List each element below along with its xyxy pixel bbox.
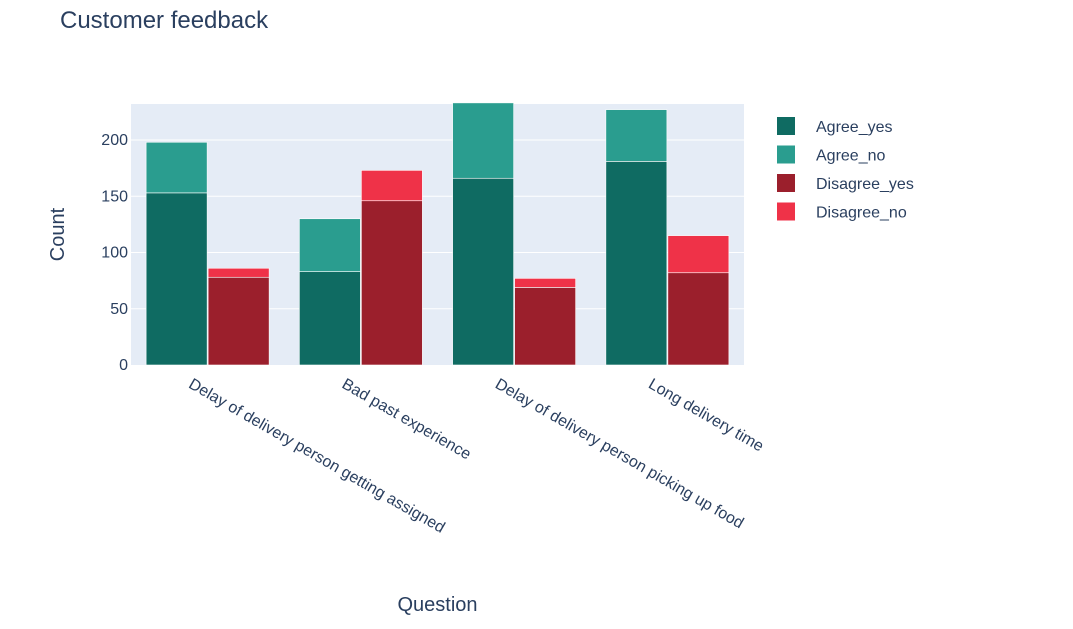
bar-disagree-no xyxy=(207,267,270,278)
bar-agree-yes xyxy=(299,271,361,366)
bar-agree-yes xyxy=(452,177,514,366)
y-tick-label: 50 xyxy=(110,301,128,318)
x-tick-labels: Delay of delivery person getting assigne… xyxy=(186,376,767,537)
legend-swatch xyxy=(777,202,795,221)
y-axis-title: Count xyxy=(47,207,69,261)
chart-title: Customer feedback xyxy=(60,7,269,34)
x-tick-label: Delay of delivery person getting assigne… xyxy=(186,376,448,537)
x-tick-label: Long delivery time xyxy=(645,376,766,456)
x-axis-title: Question xyxy=(397,594,477,616)
x-tick-label: Bad past experience xyxy=(339,376,474,464)
bar-agree-no xyxy=(299,218,361,272)
legend-swatch xyxy=(777,145,795,164)
legend-label: Disagree_yes xyxy=(816,176,914,193)
bar-disagree-no xyxy=(667,235,730,274)
legend-swatch xyxy=(777,174,795,192)
bar-agree-no xyxy=(452,102,514,179)
bar-agree-yes xyxy=(605,161,668,366)
bar-disagree-no xyxy=(514,278,576,288)
y-tick-labels: 0 50 100 150 200 xyxy=(101,132,128,374)
legend-label: Disagree_no xyxy=(816,205,907,222)
y-tick-label: 0 xyxy=(119,357,128,374)
bar-disagree-yes xyxy=(667,272,730,366)
legend: Agree_yes Agree_no Disagree_yes Disagree_no xyxy=(777,117,914,222)
bar-agree-no xyxy=(605,109,668,162)
legend-label: Agree_yes xyxy=(816,119,893,136)
x-tick-label: Delay of delivery person picking up food xyxy=(492,376,746,533)
bar-agree-yes xyxy=(145,192,208,366)
legend-label: Agree_no xyxy=(816,148,885,165)
bar-disagree-yes xyxy=(514,287,576,366)
y-tick-label: 100 xyxy=(101,245,128,262)
bar-disagree-no xyxy=(361,170,423,202)
bar-disagree-yes xyxy=(207,276,270,366)
bar-disagree-yes xyxy=(361,200,423,366)
bars xyxy=(145,102,730,366)
legend-swatch xyxy=(777,117,795,135)
y-tick-label: 200 xyxy=(101,132,128,149)
bar-agree-no xyxy=(145,141,208,194)
y-tick-label: 150 xyxy=(101,188,128,205)
